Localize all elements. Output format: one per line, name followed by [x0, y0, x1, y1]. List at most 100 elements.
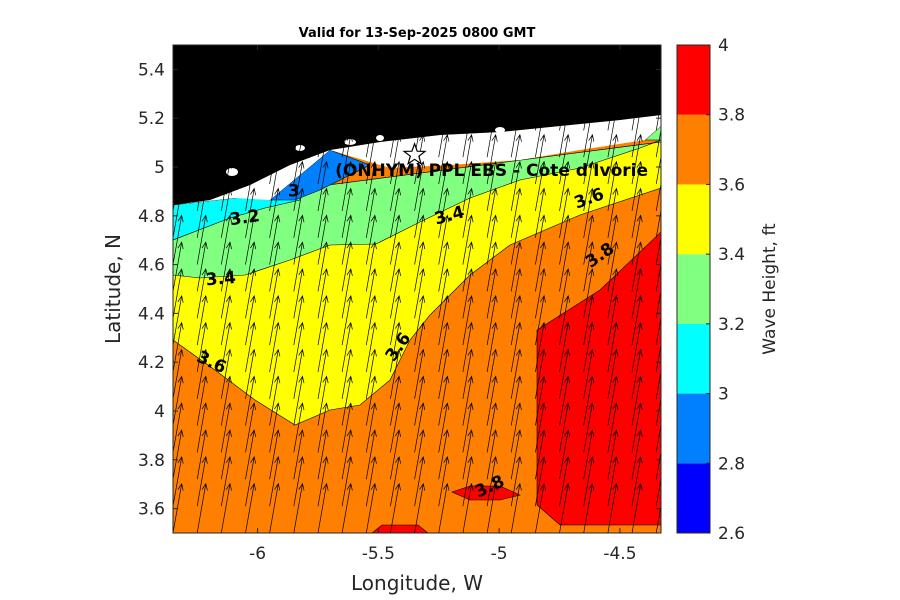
wave-arrow [438, 133, 450, 185]
wave-arrow [269, 133, 281, 185]
wave-arrow [607, 429, 619, 480]
wave-arrow [559, 53, 571, 104]
wave-arrow [535, 321, 546, 373]
y-tick-label: 5.2 [138, 109, 165, 129]
wave-arrow [341, 133, 353, 185]
wave-arrow [365, 482, 377, 533]
wave-arrow [220, 375, 232, 426]
wave-arrow [631, 80, 643, 131]
wave-arrow [173, 53, 184, 104]
wave-arrow [631, 482, 643, 533]
wave-arrow [317, 187, 329, 238]
wave-arrow [607, 295, 619, 346]
wave-arrow [486, 456, 498, 507]
wave-arrow [365, 321, 377, 373]
wave-arrow [196, 348, 208, 399]
wave-arrow [462, 268, 474, 319]
wave-arrow [462, 295, 474, 346]
wave-arrow [173, 241, 184, 292]
wave-arrow [510, 107, 522, 158]
wave-arrow [607, 321, 619, 373]
wave-arrow [196, 402, 208, 453]
wave-arrow [220, 429, 232, 480]
wave-arrow [196, 268, 208, 319]
wave-arrow [438, 482, 450, 533]
wave-arrow [317, 241, 329, 292]
wave-arrow [269, 429, 281, 480]
region-3.2-3.4 [173, 139, 661, 279]
wave-arrow [390, 268, 402, 319]
wave-arrow [607, 375, 619, 426]
wave-arrow [196, 295, 208, 346]
wave-arrow [438, 402, 450, 453]
wave-arrow [245, 295, 257, 346]
wave-arrow [583, 482, 595, 533]
wave-arrow [269, 321, 281, 373]
wave-arrow [269, 375, 281, 426]
wave-arrow [631, 133, 643, 185]
wave-arrow [510, 456, 522, 507]
wave-arrow [293, 53, 305, 104]
wave-arrow [245, 402, 257, 453]
wave-arrow [631, 321, 643, 373]
wave-arrow [438, 160, 450, 211]
wave-arrow [220, 107, 232, 158]
colorbar-tick-label: 2.6 [718, 524, 745, 544]
wave-arrow [173, 160, 184, 211]
wave-arrow [631, 295, 643, 346]
wave-arrow [438, 187, 450, 238]
region-red-bottom [371, 524, 429, 533]
wave-arrow [631, 402, 643, 453]
x-tick-label: -5.5 [362, 544, 395, 564]
wave-arrow [559, 348, 571, 399]
wave-arrow [414, 321, 426, 373]
wave-arrow [173, 133, 184, 185]
wave-arrow [293, 268, 305, 319]
wave-arrow [245, 429, 257, 480]
wave-arrow [173, 429, 184, 480]
wave-arrow [269, 456, 281, 507]
wave-arrow [293, 241, 305, 292]
wave-arrow [390, 295, 402, 346]
contour-label: 3 [288, 181, 300, 201]
wave-arrow [173, 375, 184, 426]
wave-arrow [196, 375, 208, 426]
y-axis-label: Latitude, N [101, 234, 125, 344]
wave-arrow [510, 321, 522, 373]
y-tick-label: 4.6 [138, 256, 165, 276]
wave-arrow [414, 187, 426, 238]
wave-arrow [486, 53, 498, 104]
wave-arrow [220, 187, 232, 238]
wave-arrow [365, 268, 377, 319]
wave-arrow [510, 241, 522, 292]
wave-arrow [438, 241, 450, 292]
wave-arrow [245, 482, 257, 533]
wave-arrow [631, 241, 643, 292]
wave-arrow [414, 268, 426, 319]
wave-arrow [510, 268, 522, 319]
wave-arrow [559, 482, 571, 533]
wave-arrow [293, 80, 305, 131]
y-tick-label: 3.6 [138, 500, 165, 520]
wave-arrow [462, 348, 474, 399]
colorbar-segment [677, 393, 710, 464]
wave-arrow [245, 321, 257, 373]
y-tick-label: 4.2 [138, 353, 165, 373]
wave-arrow [486, 241, 498, 292]
wave-arrow [510, 375, 522, 426]
wave-arrow [269, 187, 281, 238]
wave-arrow [414, 241, 426, 292]
wave-arrow [438, 429, 450, 480]
wave-arrow [559, 268, 571, 319]
y-tick-label: 4.8 [138, 207, 165, 227]
wave-arrow [390, 187, 402, 238]
wave-arrow [438, 295, 450, 346]
chart-title: Valid for 13-Sep-2025 0800 GMT [299, 26, 536, 41]
wave-arrow [510, 160, 522, 211]
wave-arrow [486, 348, 498, 399]
wave-arrow [173, 321, 184, 373]
wave-arrow [245, 160, 257, 211]
wave-arrow [341, 482, 353, 533]
wave-arrow [293, 107, 305, 158]
